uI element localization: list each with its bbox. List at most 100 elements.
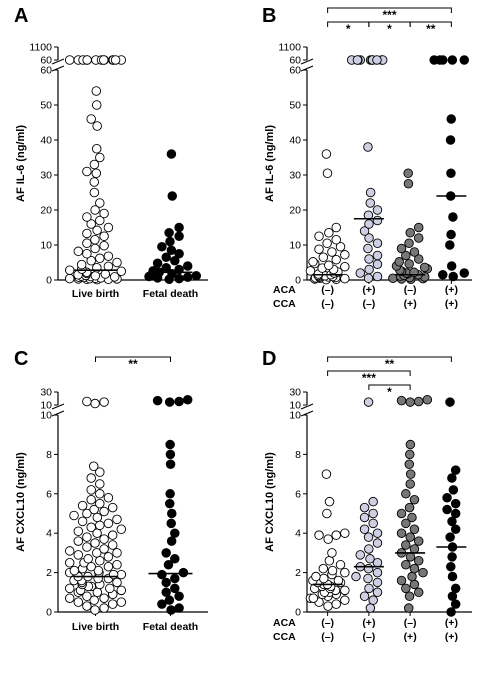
data-point xyxy=(364,583,374,594)
cca-status-label: (–) xyxy=(321,298,334,310)
y-tick-label: 6 xyxy=(46,488,52,500)
data-point xyxy=(418,567,428,578)
data-point xyxy=(82,601,92,611)
data-point xyxy=(178,567,189,578)
data-point xyxy=(73,550,84,560)
data-point xyxy=(372,250,383,261)
data-point xyxy=(90,605,100,615)
data-point xyxy=(324,227,334,238)
data-point xyxy=(89,595,99,605)
data-point xyxy=(331,599,341,609)
data-point xyxy=(157,241,167,252)
data-point xyxy=(368,595,378,605)
x-category-label: Live birth xyxy=(72,288,119,300)
data-point xyxy=(372,55,382,65)
data-point xyxy=(364,219,374,229)
data-point xyxy=(91,100,102,110)
data-point xyxy=(363,243,373,254)
data-point xyxy=(409,247,420,257)
data-point xyxy=(152,395,163,406)
data-point xyxy=(396,528,407,538)
y-tick-label: 30 xyxy=(289,387,301,399)
data-point xyxy=(95,498,105,509)
data-point xyxy=(99,534,109,544)
data-point xyxy=(404,459,415,470)
data-point xyxy=(446,261,457,271)
significance-label: * xyxy=(346,22,351,36)
data-point xyxy=(174,603,184,613)
y-tick-label: 0 xyxy=(46,275,52,287)
y-tick-label: 4 xyxy=(295,528,301,540)
data-point xyxy=(166,245,177,255)
data-point xyxy=(314,244,324,254)
data-point xyxy=(331,254,341,265)
data-point xyxy=(351,571,361,582)
significance-bracket xyxy=(368,384,411,390)
y-tick-label: 4 xyxy=(46,528,52,540)
data-point xyxy=(82,166,92,177)
data-point xyxy=(335,241,346,252)
y-tick-label: 8 xyxy=(295,449,301,461)
data-point xyxy=(364,544,374,554)
y-tick-label: 40 xyxy=(40,135,52,147)
data-point xyxy=(73,536,84,546)
data-point xyxy=(99,240,109,251)
data-point xyxy=(76,259,87,270)
data-point xyxy=(164,227,174,238)
y-tick-label: 2 xyxy=(295,567,301,579)
data-point xyxy=(372,577,383,588)
data-point xyxy=(396,508,407,519)
data-point xyxy=(107,530,118,540)
row-label-aca: ACA xyxy=(273,284,296,296)
data-point xyxy=(86,114,96,124)
data-point xyxy=(116,585,127,596)
data-point xyxy=(319,573,329,584)
data-point xyxy=(191,271,202,281)
data-point xyxy=(363,532,374,542)
data-point xyxy=(73,246,84,257)
data-point xyxy=(163,559,174,570)
data-point xyxy=(446,114,456,124)
data-point xyxy=(363,563,374,574)
data-point xyxy=(422,394,433,405)
data-point xyxy=(95,198,105,208)
data-point xyxy=(331,530,341,540)
y-tick-label: 60 xyxy=(40,55,52,67)
cca-status-label: (+) xyxy=(404,298,417,310)
data-point xyxy=(164,595,175,605)
data-point xyxy=(90,243,100,254)
data-point xyxy=(459,55,470,65)
y-tick-label: 0 xyxy=(295,607,301,619)
data-point xyxy=(359,591,370,601)
significance-label: ** xyxy=(128,357,138,371)
y-tick-label: 60 xyxy=(40,65,52,77)
data-point xyxy=(448,485,459,495)
data-point xyxy=(340,585,350,596)
data-point xyxy=(365,603,376,613)
data-point xyxy=(148,266,158,276)
y-axis-label: AF IL-6 (ng/ml) xyxy=(264,125,276,202)
data-point xyxy=(403,168,413,178)
significance-bracket xyxy=(409,21,452,27)
data-point xyxy=(170,573,180,584)
significance-bracket xyxy=(95,356,171,362)
axis-break-mark xyxy=(51,58,65,65)
data-point xyxy=(372,587,383,598)
significance-label: ** xyxy=(385,357,395,371)
y-tick-label: 6 xyxy=(295,488,301,500)
data-point xyxy=(403,178,414,189)
data-point xyxy=(92,548,102,558)
data-point xyxy=(98,55,109,65)
data-point xyxy=(90,271,101,281)
row-label-cca: CCA xyxy=(273,298,296,310)
data-point xyxy=(305,266,316,276)
data-point xyxy=(331,222,341,233)
aca-status-label: (+) xyxy=(445,284,458,296)
data-point xyxy=(404,502,415,513)
data-point xyxy=(372,205,383,215)
axis-break-mark xyxy=(51,403,65,410)
data-point xyxy=(409,524,420,535)
data-point xyxy=(405,469,416,479)
